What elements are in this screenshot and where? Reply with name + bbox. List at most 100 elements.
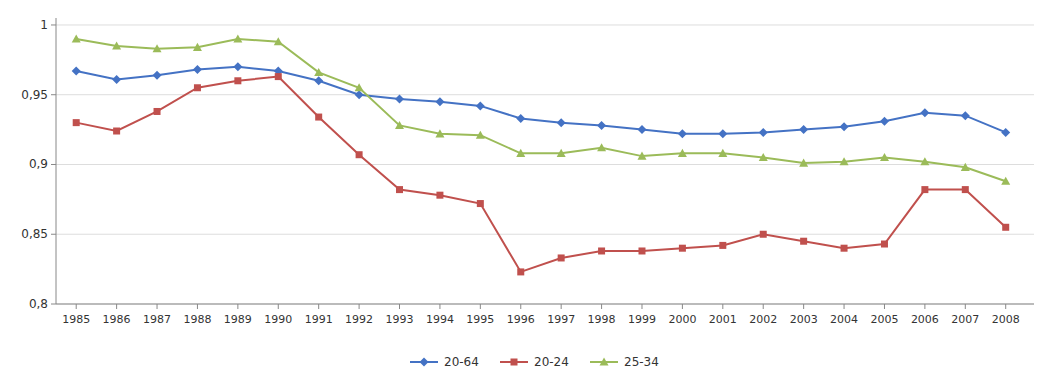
point	[679, 245, 686, 252]
point	[476, 131, 485, 139]
y-tick-label: 0,8	[29, 297, 48, 311]
x-tick-label: 1995	[466, 313, 494, 326]
point	[799, 125, 808, 134]
y-tick	[51, 94, 56, 95]
point	[799, 159, 808, 167]
point	[1001, 128, 1010, 137]
x-tick-label: 2003	[790, 313, 818, 326]
point	[760, 231, 767, 238]
series-line	[76, 39, 1006, 181]
point	[880, 117, 889, 126]
point	[638, 247, 645, 254]
grid-line	[56, 164, 1034, 165]
x-tick-label: 1991	[305, 313, 333, 326]
plot-area	[72, 34, 1011, 275]
point	[476, 101, 485, 110]
x-tick	[480, 304, 481, 309]
x-axis-line	[56, 304, 1034, 305]
series-line	[76, 77, 1006, 272]
x-tick	[924, 304, 925, 309]
x-tick	[641, 304, 642, 309]
point	[961, 163, 970, 171]
point	[435, 97, 444, 106]
x-tick	[237, 304, 238, 309]
y-axis-line	[56, 18, 57, 304]
point	[557, 149, 566, 157]
x-tick	[116, 304, 117, 309]
x-tick-label: 1992	[345, 313, 373, 326]
y-tick	[51, 304, 56, 305]
point	[435, 129, 444, 137]
point	[718, 149, 727, 157]
x-tick	[803, 304, 804, 309]
legend-label: 20-24	[534, 355, 569, 369]
point	[356, 151, 363, 158]
x-tick-label: 1990	[264, 313, 292, 326]
x-tick-label: 2006	[911, 313, 939, 326]
point	[193, 65, 202, 74]
point	[637, 125, 646, 134]
y-tick-label: 0,9	[29, 157, 48, 171]
y-tick	[51, 234, 56, 235]
x-tick-label: 2005	[870, 313, 898, 326]
point	[718, 129, 727, 138]
x-tick	[965, 304, 966, 309]
x-tick	[359, 304, 360, 309]
y-tick-label: 1	[40, 18, 48, 32]
point	[395, 121, 404, 129]
legend: 20-6420-2425-34	[410, 355, 659, 369]
x-tick-label: 1996	[507, 313, 535, 326]
point	[72, 34, 81, 42]
point	[678, 149, 687, 157]
x-tick	[520, 304, 521, 309]
point	[800, 238, 807, 245]
x-tick	[197, 304, 198, 309]
x-tick	[278, 304, 279, 309]
x-tick-label: 2002	[749, 313, 777, 326]
point	[396, 186, 403, 193]
legend-marker	[511, 359, 518, 366]
x-tick	[318, 304, 319, 309]
x-tick-label: 1998	[588, 313, 616, 326]
axes: 0,80,850,90,9511985198619871988198919901…	[21, 18, 1034, 326]
point	[477, 200, 484, 207]
point	[395, 94, 404, 103]
point	[759, 153, 768, 161]
point	[962, 186, 969, 193]
point	[840, 157, 849, 165]
point	[274, 37, 283, 45]
point	[1002, 224, 1009, 231]
point	[516, 114, 525, 123]
point	[314, 76, 323, 85]
point	[597, 121, 606, 130]
series-line	[76, 67, 1006, 134]
legend-label: 25-34	[624, 355, 659, 369]
chart: 0,80,850,90,9511985198619871988198919901…	[0, 0, 1058, 384]
point	[719, 242, 726, 249]
x-tick	[439, 304, 440, 309]
point	[516, 149, 525, 157]
x-tick-label: 1988	[183, 313, 211, 326]
x-tick-label: 2000	[668, 313, 696, 326]
x-tick-label: 1989	[224, 313, 252, 326]
point	[961, 111, 970, 120]
point	[112, 75, 121, 84]
point	[841, 245, 848, 252]
point	[920, 108, 929, 117]
point	[194, 84, 201, 91]
grid-line	[56, 304, 1034, 305]
point	[234, 77, 241, 84]
x-tick	[884, 304, 885, 309]
point	[637, 152, 646, 160]
x-tick-label: 2008	[992, 313, 1020, 326]
y-tick-label: 0,95	[21, 88, 48, 102]
point	[73, 119, 80, 126]
point	[436, 192, 443, 199]
point	[153, 44, 162, 52]
x-tick	[682, 304, 683, 309]
y-tick	[51, 24, 56, 25]
point	[113, 128, 120, 135]
point	[112, 41, 121, 49]
x-tick-label: 1993	[386, 313, 414, 326]
x-tick-label: 1985	[62, 313, 90, 326]
